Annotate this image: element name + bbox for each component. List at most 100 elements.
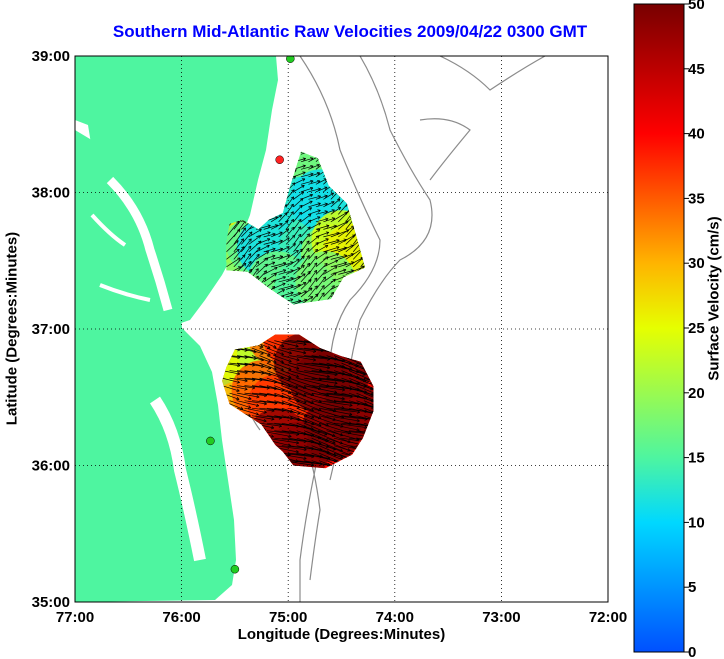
velocity-vector [300,248,310,260]
vector-head [259,229,262,233]
vector-head [310,172,314,175]
vector-head [325,269,327,273]
velocity-vector [285,267,301,275]
velocity-vector [281,385,307,397]
velocity-vector [241,253,252,268]
vector-head [297,283,301,286]
velocity-vector [271,240,283,245]
vector-head [297,291,301,294]
velocity-vector [323,217,335,223]
radar-station-active [286,56,295,63]
vector-head [252,372,256,374]
vector-head [282,289,285,293]
velocity-vector [266,430,300,435]
vector-head [260,344,264,348]
colorbar-tick-label: 45 [688,61,705,78]
velocity-vector [236,370,256,373]
vector-head [236,382,240,384]
vector-head [244,263,247,267]
velocity-vector [363,385,374,399]
velocity-vector [318,445,351,460]
vector-head [318,415,322,419]
vector-head [237,240,239,244]
velocity-vector [330,247,347,253]
vector-head [240,238,244,241]
velocity-vector [296,377,330,387]
velocity-vector [330,275,346,283]
vector-head [364,427,368,430]
vector-head [338,198,341,202]
vector-head [310,200,313,204]
radar-station-active [230,564,240,574]
velocity-vector [363,392,374,407]
vector-head [310,287,313,291]
velocity-vector [241,245,252,260]
velocity-vector [308,285,318,298]
velocity-vector [285,250,299,260]
velocity-vector [285,219,294,230]
radar-station-inactive [275,155,284,164]
vector-head [283,262,287,266]
velocity-vector [311,392,345,400]
vector-head [274,224,278,226]
vector-head [303,350,307,354]
vector-head [283,283,286,286]
vector-head [268,352,271,356]
vector-head [314,285,318,288]
vector-head [306,240,310,243]
vector-head [259,379,263,382]
vector-head [280,384,284,386]
vector-head [303,273,306,277]
velocity-vector [326,415,360,422]
vector-head [257,247,261,249]
vector-head [290,277,294,279]
vector-head [256,412,259,415]
vector-head [318,210,321,213]
vector-head [310,187,314,191]
vector-head [313,270,317,272]
velocity-vector [293,264,305,275]
velocity-vector [263,273,277,283]
velocity-vector [285,189,295,200]
vector-head [296,374,299,378]
velocity-vector [285,258,300,268]
vector-head [303,456,307,459]
velocity-vector [271,262,287,268]
vector-head [271,410,275,413]
vector-head [316,172,320,174]
velocity-vector [244,377,263,381]
vector-head [349,412,353,415]
vector-head [332,201,335,205]
vector-head [280,240,283,243]
vector-head [291,285,294,288]
vector-head [336,239,340,241]
vector-head [311,296,314,300]
vector-head [270,427,275,430]
velocity-vector [259,422,282,427]
vector-head [267,251,270,255]
velocity-vector [293,191,304,200]
vector-head [310,157,314,159]
velocity-vector [293,299,308,305]
bathymetry-contour [419,118,471,181]
velocity-vector [308,222,321,230]
velocity-vector [296,362,330,369]
velocity-vector [263,267,278,275]
vector-head [356,411,360,414]
map-area[interactable] [75,55,608,602]
vector-head [315,293,319,296]
vector-head [342,396,345,400]
vector-head [300,212,302,216]
velocity-vector [241,238,252,253]
velocity-vector [289,347,316,352]
vector-head [278,425,282,428]
vector-head [326,225,330,228]
vector-head [264,401,267,405]
velocity-vector [352,252,365,268]
velocity-vector [266,340,285,347]
vector-head [248,268,252,271]
x-tick-label: 74:00 [376,609,414,626]
velocity-vector [300,262,311,275]
velocity-vector [278,269,294,275]
vector-head [270,436,274,438]
